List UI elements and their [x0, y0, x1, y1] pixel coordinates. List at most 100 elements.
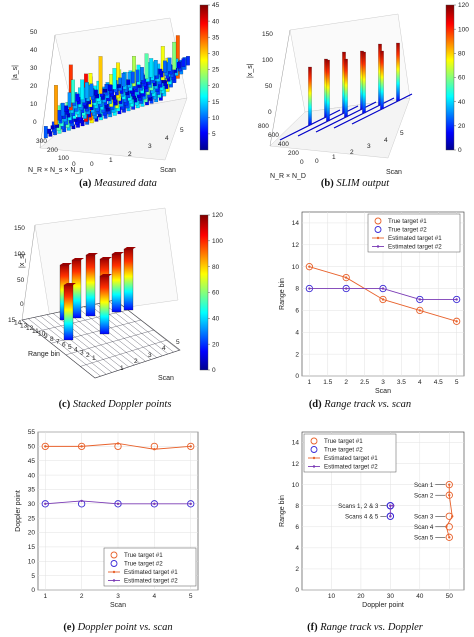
colorbar-tick-label: 80 [458, 51, 466, 58]
surface-bar [80, 79, 85, 100]
series-marker [379, 295, 387, 304]
x-tick-label: 3 [116, 593, 120, 600]
series-point [344, 276, 348, 279]
legend-entry: Estimated target #1 [124, 569, 178, 576]
y-tick-label: 2 [295, 351, 299, 358]
colorbar-tick-label: 35 [212, 34, 220, 41]
legend-point [376, 236, 380, 240]
y-tick-label: 15 [28, 544, 36, 551]
colorbar-tick-label: 20 [212, 83, 220, 90]
stacked-bar [85, 254, 96, 317]
surface-bar [103, 89, 108, 93]
annotation-label: Scan 2 [414, 492, 434, 499]
stacked-bar [99, 275, 110, 335]
x-tick-label: 4 [153, 593, 157, 600]
surface-bar [107, 84, 112, 91]
surface-bar [172, 41, 177, 70]
b-xtick: 2 [350, 149, 354, 156]
series-point [418, 298, 422, 301]
colorbar-tick-label: 0 [458, 147, 462, 154]
legend-box [303, 433, 397, 473]
c-ztick: 100 [14, 251, 25, 258]
y-axis-label: Doppler point [15, 490, 22, 532]
colorbar-tick-label: 100 [458, 26, 469, 33]
series-point [153, 502, 156, 506]
a-ytick: 200 [47, 147, 58, 154]
b-ytick: 600 [268, 132, 279, 139]
b-ztick: 150 [262, 31, 273, 38]
legend-marker [310, 446, 318, 453]
surface-bar [112, 68, 117, 90]
surface-bar [117, 84, 121, 88]
a-ztick: 50 [30, 29, 38, 36]
series-marker [452, 317, 461, 325]
c-ytick: 2 [86, 352, 90, 359]
floor-grid-line [71, 309, 140, 364]
a-xtick: 4 [165, 135, 169, 142]
x-tick-label: 3.5 [397, 379, 406, 386]
x-tick-label: 5 [189, 593, 193, 600]
colorbar-tick-label: 60 [212, 290, 220, 297]
surface-bar [50, 125, 55, 130]
b-colorbar [445, 4, 455, 151]
stacked-bar-top [100, 274, 112, 276]
a-ytick: 0 [72, 161, 76, 168]
colorbar-tick-label: 40 [212, 18, 220, 25]
legend-entry: True target #1 [324, 438, 363, 445]
legend-entry: Estimated target #2 [324, 464, 378, 471]
legend-entry: True target #1 [388, 218, 427, 225]
colorbar-tick-label: 80 [212, 264, 220, 271]
y-tick-label: 14 [292, 220, 300, 227]
surface-bar [64, 105, 69, 112]
surface-bar [162, 79, 166, 84]
x-tick-label: 1.5 [323, 379, 332, 386]
annotation-label: Scan 1 [414, 482, 434, 489]
stacked-bar [123, 248, 134, 311]
spike-bar [380, 50, 384, 110]
surface-bar [153, 60, 158, 76]
annotation-label: Scans 4 & 5 [345, 513, 379, 520]
surface-bar [186, 56, 190, 66]
floor-grid-line [34, 317, 107, 375]
colorbar-tick-label: 40 [212, 316, 220, 323]
x-tick-label: 2 [80, 593, 84, 600]
c-colorbar [199, 214, 209, 371]
series-line [389, 505, 394, 517]
x-tick-label: 3 [381, 379, 385, 386]
y-tick-label: 45 [28, 458, 36, 465]
y-tick-label: 12 [292, 461, 300, 468]
y-tick-label: 4 [295, 329, 299, 336]
stacked-bar-top [124, 247, 136, 249]
series-point [308, 265, 311, 268]
caption-c: (c) Stacked Doppler points [59, 399, 172, 410]
surface-bar [181, 58, 186, 67]
colorbar-tick-label: 0 [212, 367, 216, 374]
c-xlabel: Scan [158, 375, 174, 382]
y-tick-label: 6 [295, 308, 299, 315]
legend-entry: True target #2 [324, 447, 363, 454]
x-tick-label: 2.5 [360, 379, 369, 386]
stacked-bar-top [86, 253, 98, 255]
legend-marker [110, 551, 118, 559]
surface-bar [67, 92, 72, 108]
y-tick-label: 20 [28, 530, 36, 537]
legend-marker [374, 226, 382, 233]
legend-box [367, 213, 461, 253]
series-point [153, 448, 156, 451]
b-xtick: 1 [332, 154, 336, 161]
x-tick-label: 1 [43, 593, 47, 600]
y-tick-label: 0 [295, 587, 299, 594]
series-point [308, 287, 311, 290]
a-ztick: 30 [30, 65, 38, 72]
legend-marker [110, 560, 118, 567]
colorbar-tick-label: 120 [212, 212, 223, 219]
annotation-label: Scans 1, 2 & 3 [338, 503, 379, 510]
floor-grid-line [46, 314, 118, 371]
a-ztick: 0 [33, 119, 37, 126]
surface-bar [126, 79, 131, 85]
a-colorbar [199, 4, 209, 151]
surface-bar [130, 71, 135, 84]
a-ztick: 40 [30, 47, 38, 54]
x-tick-label: 2 [344, 379, 348, 386]
